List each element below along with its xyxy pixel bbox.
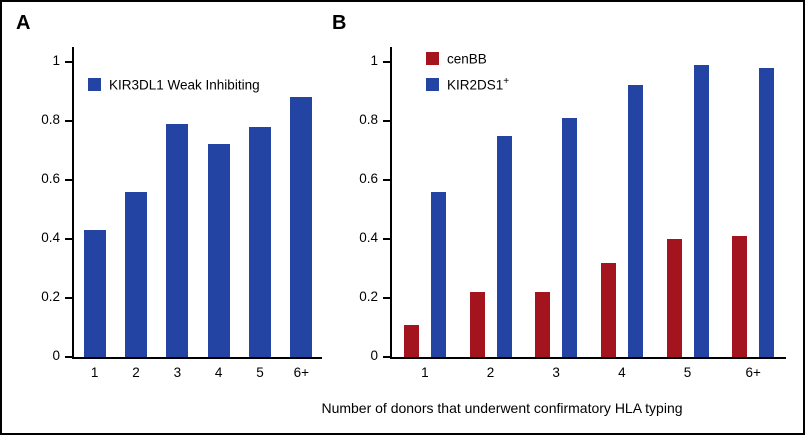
legend-label-kir2ds1: KIR2DS1+ xyxy=(447,75,510,93)
y-tick-label: 1 xyxy=(52,52,60,68)
bar xyxy=(535,292,551,357)
bar xyxy=(469,292,485,357)
panel-b-legend: cenBB KIR2DS1+ xyxy=(426,45,509,97)
bar xyxy=(290,97,313,357)
y-axis-tick xyxy=(383,237,390,240)
y-axis-tick xyxy=(65,119,72,122)
y-axis-tick xyxy=(65,178,72,181)
x-tick-label: 4 xyxy=(618,365,626,380)
bar xyxy=(249,126,271,357)
bar xyxy=(403,324,419,357)
y-tick-label: 0.2 xyxy=(41,288,60,304)
x-tick-label: 6+ xyxy=(293,365,310,380)
y-axis-tick xyxy=(383,119,390,122)
y-axis-tick xyxy=(383,60,390,63)
x-tick-label: 6+ xyxy=(745,365,761,380)
panel-a-plot: 0 0.2 0.4 0.6 0.8 1 1 2 3 4 5 6+ xyxy=(41,47,322,380)
legend-label-kir3dl1: KIR3DL1 Weak Inhibiting xyxy=(109,77,260,93)
panel-b-label: B xyxy=(332,12,347,34)
y-tick-label: 0.8 xyxy=(359,111,378,127)
bar xyxy=(693,64,709,357)
x-tick-label: 1 xyxy=(421,365,429,380)
legend-item-kir3dl1: KIR3DL1 Weak Inhibiting xyxy=(88,71,260,97)
y-tick-label: 0 xyxy=(52,348,60,363)
y-axis-tick xyxy=(65,356,72,358)
bar xyxy=(666,238,682,357)
y-axis-tick xyxy=(383,356,390,358)
bar xyxy=(166,123,189,357)
panel-a-legend: KIR3DL1 Weak Inhibiting xyxy=(88,71,260,97)
bar xyxy=(759,67,775,357)
bar xyxy=(562,117,578,357)
x-tick-label: 3 xyxy=(173,365,182,380)
x-tick-label: 5 xyxy=(256,365,264,380)
y-tick-label: 0.6 xyxy=(41,170,60,186)
bar xyxy=(207,144,230,357)
x-tick-label: 2 xyxy=(132,365,140,380)
legend-swatch-blue-icon xyxy=(88,77,101,91)
y-axis-tick xyxy=(383,178,390,181)
bar xyxy=(496,135,512,357)
y-tick-label: 0 xyxy=(370,348,378,363)
panel-b-plot: 0 0.2 0.4 0.6 0.8 1 1 2 3 4 5 6+ xyxy=(359,47,786,380)
y-tick-label: 0.2 xyxy=(359,288,378,304)
y-tick-label: 0.6 xyxy=(359,170,378,186)
panel-a-label: A xyxy=(16,12,31,34)
bar xyxy=(732,235,748,357)
y-tick-label: 0.4 xyxy=(359,229,378,245)
y-axis-tick xyxy=(65,60,72,63)
y-tick-label: 0.4 xyxy=(41,229,60,245)
y-tick-label: 0.8 xyxy=(41,111,60,127)
bar xyxy=(125,191,147,357)
legend-swatch-blue2-icon xyxy=(426,77,439,91)
x-tick-label: 3 xyxy=(552,365,560,380)
y-axis-tick xyxy=(65,296,72,299)
bar xyxy=(627,85,643,357)
legend-label-cenbb: cenBB xyxy=(447,51,487,67)
bar xyxy=(600,262,616,357)
bar xyxy=(83,230,106,357)
bar xyxy=(430,191,446,357)
x-tick-label: 2 xyxy=(486,365,495,380)
legend-item-kir2ds1: KIR2DS1+ xyxy=(426,71,509,97)
x-tick-label: 4 xyxy=(214,365,223,380)
legend-swatch-red-icon xyxy=(426,51,439,65)
x-axis-title: Number of donors that underwent confirma… xyxy=(321,400,683,416)
x-tick-label: 5 xyxy=(683,365,692,380)
y-axis-tick xyxy=(383,296,390,299)
x-tick-label: 1 xyxy=(90,365,99,380)
legend-item-cenbb: cenBB xyxy=(426,45,509,71)
y-axis-tick xyxy=(65,237,72,240)
y-tick-label: 1 xyxy=(370,52,378,68)
